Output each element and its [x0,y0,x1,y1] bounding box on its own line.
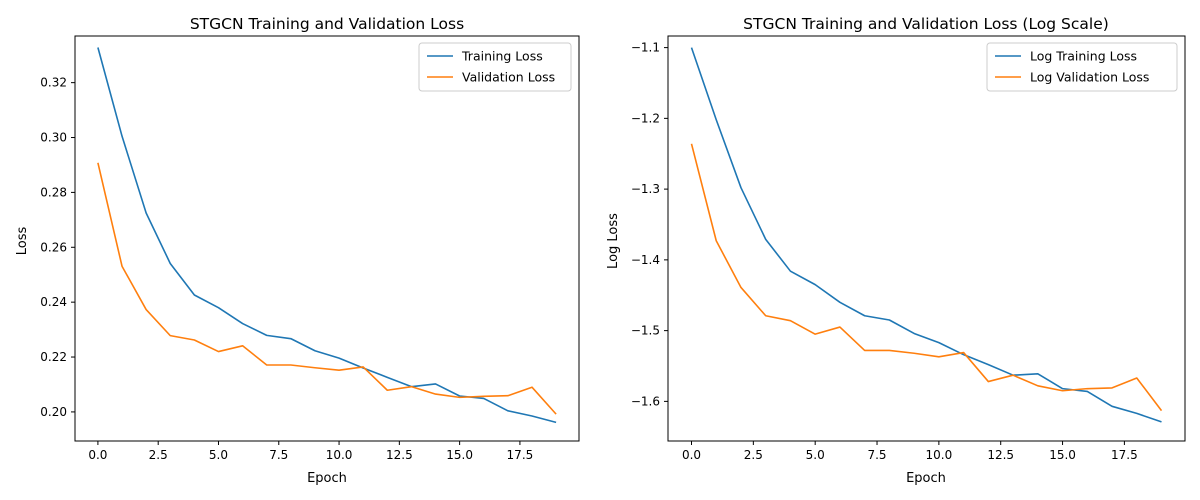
x-tick-label: 7.5 [867,448,886,462]
x-axis-label: Epoch [307,471,347,486]
y-tick-label: 0.32 [40,76,67,90]
y-tick-label: 0.26 [40,240,67,254]
y-tick-label: 0.20 [40,405,67,419]
x-axis-label: Epoch [906,471,946,486]
x-tick-label: 0.0 [682,448,701,462]
legend-label: Log Validation Loss [1030,70,1149,85]
legend-label: Validation Loss [462,70,555,85]
plot-frame [667,35,1186,442]
series-lines [97,47,557,424]
x-tick-label: 10.0 [326,448,353,462]
axis-ticks: 0.0 2.5 5.0 7.5 10.0 12.5 15.0 17.5 0.20 0.22 0.24… [40,76,533,462]
y-tick-label: 0.30 [40,131,67,145]
x-tick-label: 17.5 [1111,448,1138,462]
x-tick-label: 7.5 [269,448,288,462]
chart-title: STGCN Training and Validation Loss (Log … [743,15,1109,33]
y-tick-label: −1.3 [631,182,660,196]
x-tick-label: 15.0 [446,448,473,462]
series-line-0 [97,47,557,424]
chart-loss: STGCN Training and Validation Loss Epoch… [15,15,580,486]
y-tick-label: −1.6 [631,394,660,408]
x-tick-label: 15.0 [1049,448,1076,462]
y-tick-label: −1.5 [631,324,660,338]
legend: Log Training Loss Log Validation Loss [986,42,1178,92]
chart-log-loss: STGCN Training and Validation Loss (Log … [606,15,1186,486]
y-axis-label: Log Loss [606,213,621,269]
plot-frame [74,35,580,442]
y-tick-label: −1.2 [631,111,660,125]
legend-box [986,42,1178,92]
y-tick-label: 0.24 [40,295,67,309]
x-tick-label: 0.0 [88,448,107,462]
legend: Training Loss Validation Loss [418,42,572,92]
y-tick-label: −1.4 [631,253,660,267]
axis-ticks: 0.0 2.5 5.0 7.5 10.0 12.5 15.0 17.5 −1.6 −1.5 −1.4… [631,41,1138,462]
legend-label: Training Loss [461,49,543,64]
x-tick-label: 17.5 [507,448,534,462]
x-tick-label: 2.5 [744,448,763,462]
y-tick-label: 0.28 [40,185,67,199]
x-tick-label: 5.0 [209,448,228,462]
series-line-1 [97,162,557,415]
x-tick-label: 12.5 [987,448,1014,462]
x-tick-label: 2.5 [149,448,168,462]
y-axis-label: Loss [15,227,30,256]
x-tick-label: 12.5 [386,448,413,462]
y-tick-label: −1.1 [631,41,660,55]
legend-label: Log Training Loss [1030,49,1137,64]
legend-box [418,42,572,92]
y-tick-label: 0.22 [40,350,67,364]
x-tick-label: 5.0 [806,448,825,462]
series-line-1 [690,143,1163,412]
x-tick-label: 10.0 [926,448,953,462]
series-line-0 [690,47,1162,423]
chart-title: STGCN Training and Validation Loss [190,15,464,33]
series-lines [690,47,1163,423]
